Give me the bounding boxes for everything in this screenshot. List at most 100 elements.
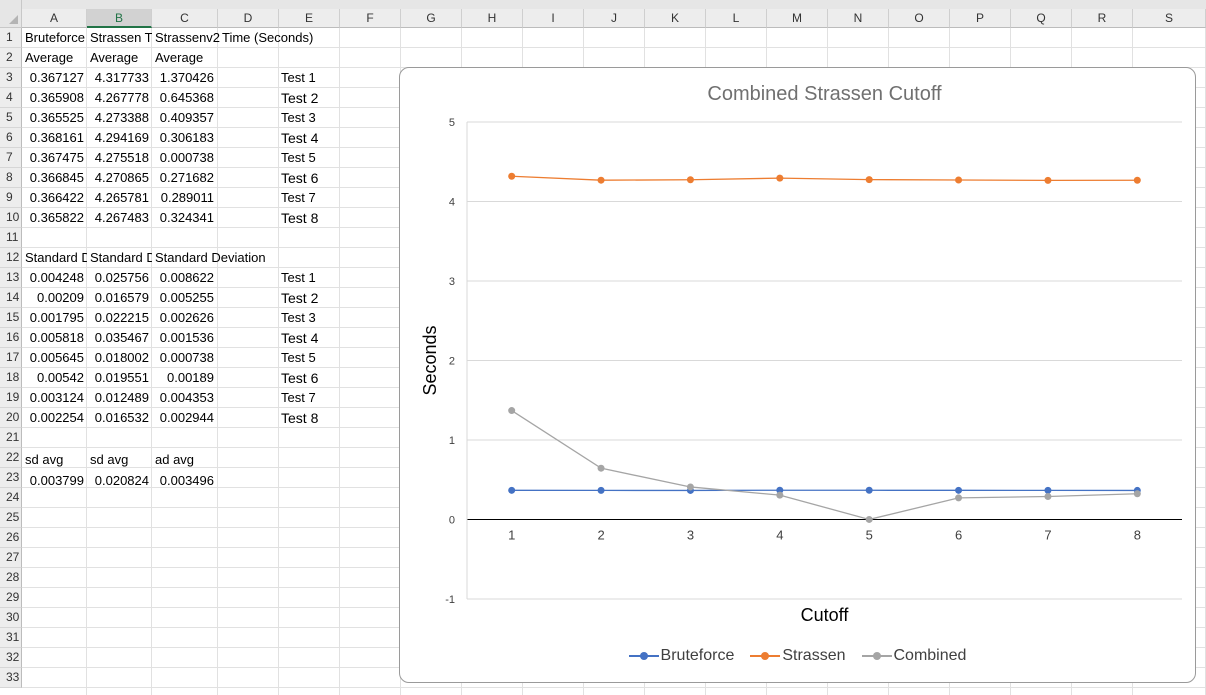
cell-e14[interactable]: Test 2 — [281, 290, 319, 306]
cell-c16[interactable]: 0.001536 — [159, 330, 214, 345]
cell-b1[interactable]: Strassen T — [90, 30, 152, 45]
column-header-s[interactable]: S — [1133, 9, 1206, 28]
row-header-12[interactable]: 12 — [0, 248, 22, 268]
cell-c8[interactable]: 0.271682 — [159, 170, 214, 185]
row-header-9[interactable]: 9 — [0, 188, 22, 208]
chart-legend[interactable]: Bruteforce Strassen Combined — [400, 644, 1195, 668]
column-header-m[interactable]: M — [767, 9, 828, 28]
cell-a1[interactable]: Bruteforce — [25, 30, 85, 45]
cell-c18[interactable]: 0.00189 — [167, 370, 214, 385]
cell-b17[interactable]: 0.018002 — [94, 350, 149, 365]
cell-c3[interactable]: 1.370426 — [159, 70, 214, 85]
cell-e15[interactable]: Test 3 — [281, 310, 316, 325]
row-header-22[interactable]: 22 — [0, 448, 22, 468]
cell-b22[interactable]: sd avg — [90, 452, 129, 467]
cell-e9[interactable]: Test 7 — [281, 190, 316, 205]
cell-a18[interactable]: 0.00542 — [37, 370, 84, 385]
cell-c22[interactable]: ad avg — [155, 452, 195, 467]
cell-b12[interactable]: Standard D — [90, 250, 152, 265]
row-header-19[interactable]: 19 — [0, 388, 22, 408]
row-header-4[interactable]: 4 — [0, 88, 22, 108]
column-header-b[interactable]: B — [87, 9, 152, 28]
column-header-r[interactable]: R — [1072, 9, 1133, 28]
cell-a5[interactable]: 0.365525 — [29, 110, 84, 125]
row-header-23[interactable]: 23 — [0, 468, 22, 488]
cell-e19[interactable]: Test 7 — [281, 390, 316, 405]
cell-b9[interactable]: 4.265781 — [94, 190, 149, 205]
cell-e16[interactable]: Test 4 — [281, 330, 319, 346]
cell-b8[interactable]: 4.270865 — [94, 170, 149, 185]
cell-e7[interactable]: Test 5 — [281, 150, 316, 165]
cell-a19[interactable]: 0.003124 — [29, 390, 84, 405]
cell-c12[interactable]: Standard Deviation — [155, 250, 266, 265]
cell-a3[interactable]: 0.367127 — [29, 70, 84, 85]
row-header-28[interactable]: 28 — [0, 568, 22, 588]
cell-b23[interactable]: 0.020824 — [94, 473, 149, 488]
cell-b16[interactable]: 0.035467 — [94, 330, 149, 345]
cell-b2[interactable]: Average — [90, 50, 139, 65]
row-header-18[interactable]: 18 — [0, 368, 22, 388]
cell-c20[interactable]: 0.002944 — [159, 410, 214, 425]
cell-c1[interactable]: Strassenv2 — [155, 30, 221, 45]
cell-c10[interactable]: 0.324341 — [159, 210, 214, 225]
cell-c4[interactable]: 0.645368 — [159, 90, 214, 105]
row-header-14[interactable]: 14 — [0, 288, 22, 308]
cell-c19[interactable]: 0.004353 — [159, 390, 214, 405]
cell-a10[interactable]: 0.365822 — [29, 210, 84, 225]
column-header-h[interactable]: H — [462, 9, 523, 28]
row-header-15[interactable]: 15 — [0, 308, 22, 328]
cell-c17[interactable]: 0.000738 — [159, 350, 214, 365]
cell-c2[interactable]: Average — [155, 50, 204, 65]
row-header-1[interactable]: 1 — [0, 28, 22, 48]
cell-e4[interactable]: Test 2 — [281, 90, 319, 106]
column-header-p[interactable]: P — [950, 9, 1011, 28]
cell-c13[interactable]: 0.008622 — [159, 270, 214, 285]
row-header-30[interactable]: 30 — [0, 608, 22, 628]
column-header-n[interactable]: N — [828, 9, 889, 28]
row-header-26[interactable]: 26 — [0, 528, 22, 548]
row-header-27[interactable]: 27 — [0, 548, 22, 568]
legend-item-bruteforce[interactable]: Bruteforce — [628, 647, 734, 665]
row-header-16[interactable]: 16 — [0, 328, 22, 348]
row-header-31[interactable]: 31 — [0, 628, 22, 648]
cell-a15[interactable]: 0.001795 — [29, 310, 84, 325]
cell-c9[interactable]: 0.289011 — [160, 190, 214, 205]
line-chart[interactable]: Combined Strassen Cutoff -1 0 1 2 3 4 5 1 2 3 4 5 6 7 8… — [399, 67, 1196, 683]
cell-b13[interactable]: 0.025756 — [94, 270, 149, 285]
cell-e13[interactable]: Test 1 — [281, 270, 316, 285]
cell-b10[interactable]: 4.267483 — [94, 210, 149, 225]
row-header-6[interactable]: 6 — [0, 128, 22, 148]
cell-a9[interactable]: 0.366422 — [29, 190, 84, 205]
row-header-17[interactable]: 17 — [0, 348, 22, 368]
cell-b3[interactable]: 4.317733 — [94, 70, 149, 85]
cell-a14[interactable]: 0.00209 — [37, 290, 84, 305]
row-header-32[interactable]: 32 — [0, 648, 22, 668]
cell-a4[interactable]: 0.365908 — [29, 90, 84, 105]
cell-e10[interactable]: Test 8 — [281, 210, 319, 226]
cell-c5[interactable]: 0.409357 — [159, 110, 214, 125]
column-header-l[interactable]: L — [706, 9, 767, 28]
cell-e17[interactable]: Test 5 — [281, 350, 316, 365]
cell-b15[interactable]: 0.022215 — [94, 310, 149, 325]
cell-e6[interactable]: Test 4 — [281, 130, 319, 146]
column-header-a[interactable]: A — [22, 9, 87, 28]
row-header-11[interactable]: 11 — [0, 228, 22, 248]
cell-b19[interactable]: 0.012489 — [94, 390, 149, 405]
select-all-corner[interactable] — [0, 0, 22, 28]
column-header-e[interactable]: E — [279, 9, 340, 28]
cell-e20[interactable]: Test 8 — [281, 410, 319, 426]
row-header-7[interactable]: 7 — [0, 148, 22, 168]
cell-a22[interactable]: sd avg — [25, 452, 64, 467]
cell-e3[interactable]: Test 1 — [281, 70, 316, 85]
row-header-5[interactable]: 5 — [0, 108, 22, 128]
cell-a16[interactable]: 0.005818 — [29, 330, 84, 345]
cell-a6[interactable]: 0.368161 — [29, 130, 84, 145]
column-header-q[interactable]: Q — [1011, 9, 1072, 28]
cell-b14[interactable]: 0.016579 — [94, 290, 149, 305]
cell-a7[interactable]: 0.367475 — [29, 150, 84, 165]
cell-e8[interactable]: Test 6 — [281, 170, 319, 186]
cell-b6[interactable]: 4.294169 — [94, 130, 149, 145]
row-header-10[interactable]: 10 — [0, 208, 22, 228]
legend-item-combined[interactable]: Combined — [861, 647, 966, 665]
cell-e5[interactable]: Test 3 — [281, 110, 316, 125]
